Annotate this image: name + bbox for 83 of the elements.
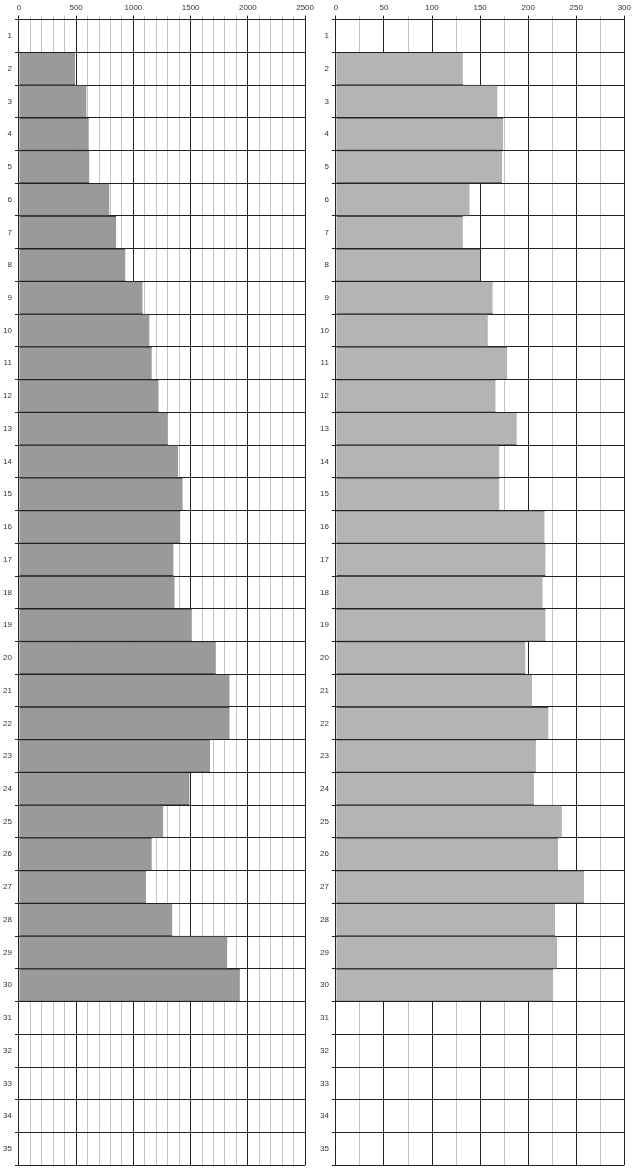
y-tick-label: 29 bbox=[319, 947, 330, 957]
y-tick-label: 10 bbox=[319, 325, 330, 335]
y-tick-label: 24 bbox=[319, 783, 330, 793]
y-tick-label: 21 bbox=[2, 685, 13, 695]
y-tick-label: 16 bbox=[2, 522, 13, 532]
x-tick-label: 2500 bbox=[296, 3, 315, 12]
y-tick-label: 33 bbox=[319, 1078, 330, 1088]
y-tick-label: 25 bbox=[2, 816, 13, 826]
y-tick-label: 1 bbox=[7, 31, 13, 41]
y-tick-label: 23 bbox=[319, 751, 330, 761]
y-tick-label: 1 bbox=[324, 31, 330, 41]
y-tick-label: 27 bbox=[2, 882, 13, 892]
y-tick-label: 3 bbox=[324, 96, 330, 106]
y-tick-label: 32 bbox=[2, 1045, 13, 1055]
x-tick-label: 50 bbox=[379, 3, 389, 12]
y-tick-label: 5 bbox=[7, 162, 13, 172]
y-tick-label: 26 bbox=[319, 849, 330, 859]
y-tick-label: 8 bbox=[324, 260, 330, 270]
x-tick-label: 250 bbox=[569, 3, 584, 12]
y-tick-label: 8 bbox=[7, 260, 13, 270]
y-tick-label: 30 bbox=[319, 980, 330, 990]
y-tick-label: 18 bbox=[319, 587, 330, 597]
x-tick-label: 0 bbox=[16, 3, 22, 12]
y-tick-label: 32 bbox=[319, 1045, 330, 1055]
y-tick-label: 17 bbox=[2, 554, 13, 564]
y-tick-label: 14 bbox=[319, 456, 330, 466]
x-tick-label: 150 bbox=[473, 3, 488, 12]
y-tick-label: 26 bbox=[2, 849, 13, 859]
y-tick-label: 2 bbox=[324, 63, 330, 73]
y-tick-label: 13 bbox=[2, 423, 13, 433]
y-tick-label: 17 bbox=[319, 554, 330, 564]
y-tick-label: 7 bbox=[7, 227, 13, 237]
y-tick-label: 3 bbox=[7, 96, 13, 106]
y-tick-label: 19 bbox=[2, 620, 13, 630]
y-tick-label: 12 bbox=[2, 391, 13, 401]
y-tick-label: 5 bbox=[324, 162, 330, 172]
y-tick-label: 11 bbox=[3, 358, 13, 368]
x-tick-label: 500 bbox=[69, 3, 84, 12]
y-tick-label: 14 bbox=[2, 456, 13, 466]
x-tick-label: 200 bbox=[521, 3, 536, 12]
y-tick-label: 27 bbox=[319, 882, 330, 892]
x-tick-label: 0 bbox=[333, 3, 339, 12]
y-tick-label: 22 bbox=[2, 718, 13, 728]
y-tick-label: 16 bbox=[319, 522, 330, 532]
y-tick-label: 20 bbox=[319, 653, 330, 663]
y-tick-label: 22 bbox=[319, 718, 330, 728]
x-tick-label: 100 bbox=[425, 3, 440, 12]
y-tick-label: 28 bbox=[319, 914, 330, 924]
y-tick-label: 7 bbox=[324, 227, 330, 237]
y-tick-label: 19 bbox=[319, 620, 330, 630]
y-tick-label: 31 bbox=[2, 1013, 13, 1023]
y-tick-label: 28 bbox=[2, 914, 13, 924]
y-tick-label: 25 bbox=[319, 816, 330, 826]
y-tick-label: 20 bbox=[2, 653, 13, 663]
y-tick-label: 35 bbox=[319, 1144, 330, 1154]
x-tick-label: 1000 bbox=[124, 3, 143, 12]
y-tick-label: 18 bbox=[2, 587, 13, 597]
y-tick-label: 29 bbox=[2, 947, 13, 957]
y-tick-label: 15 bbox=[2, 489, 13, 499]
y-tick-label: 23 bbox=[2, 751, 13, 761]
y-tick-label: 24 bbox=[2, 783, 13, 793]
y-tick-label: 34 bbox=[319, 1111, 330, 1121]
y-tick-label: 4 bbox=[324, 129, 330, 139]
y-tick-label: 2 bbox=[7, 63, 13, 73]
y-tick-label: 21 bbox=[319, 685, 330, 695]
y-tick-label: 13 bbox=[319, 423, 330, 433]
y-tick-label: 9 bbox=[324, 293, 330, 303]
y-tick-label: 4 bbox=[7, 129, 13, 139]
y-tick-label: 31 bbox=[319, 1013, 330, 1023]
y-tick-label: 12 bbox=[319, 391, 330, 401]
x-tick-label: 1500 bbox=[181, 3, 201, 12]
y-tick-label: 6 bbox=[7, 194, 13, 204]
x-tick-label: 300 bbox=[617, 3, 632, 12]
y-tick-label: 33 bbox=[2, 1078, 13, 1088]
y-tick-label: 35 bbox=[2, 1144, 13, 1154]
y-tick-label: 15 bbox=[319, 489, 330, 499]
y-tick-label: 30 bbox=[2, 980, 13, 990]
y-tick-label: 11 bbox=[320, 358, 330, 368]
x-tick-label: 2000 bbox=[238, 3, 258, 12]
y-tick-label: 10 bbox=[2, 325, 13, 335]
y-tick-label: 6 bbox=[324, 194, 330, 204]
y-tick-label: 9 bbox=[7, 293, 13, 303]
y-tick-label: 34 bbox=[2, 1111, 13, 1121]
